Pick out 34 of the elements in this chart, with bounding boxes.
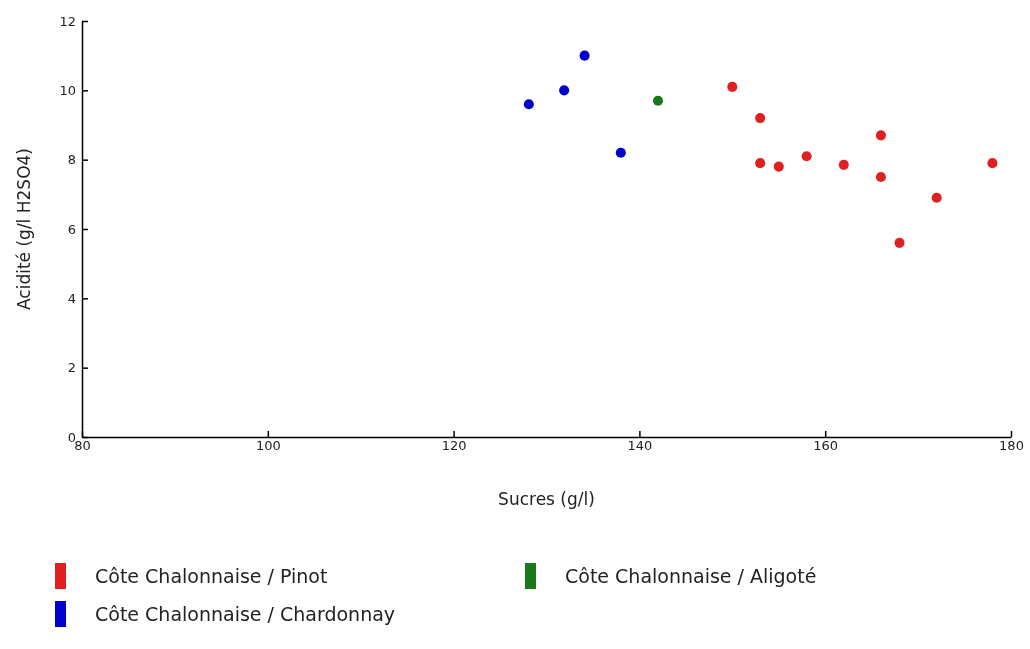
x-tick-label: 140: [627, 438, 653, 454]
x-tick-label: 80: [74, 438, 91, 454]
y-tick-label: 12: [59, 13, 76, 29]
point: [652, 95, 664, 106]
legend-label: Côte Chalonnaise / Aligoté: [565, 565, 817, 587]
point: [987, 158, 998, 169]
point: [894, 237, 905, 248]
point: [523, 99, 534, 110]
y-tick-label: 2: [67, 360, 76, 376]
y-axis-title: Acidité (g/l H2SO4): [14, 148, 34, 310]
legend-label: Côte Chalonnaise / Chardonnay: [95, 603, 396, 625]
point: [615, 147, 626, 158]
point: [875, 171, 886, 183]
legend-label: Côte Chalonnaise / Pinot: [95, 565, 328, 587]
y-tick-label: 8: [67, 152, 76, 168]
y-tick-label: 0: [67, 429, 76, 445]
point: [727, 81, 738, 92]
point: [773, 161, 784, 172]
point: [801, 151, 812, 162]
x-axis-title: Sucres (g/l): [498, 489, 595, 509]
x-tick-label: 160: [813, 438, 839, 454]
x-tick-label: 180: [999, 438, 1024, 454]
point: [755, 113, 766, 124]
point: [931, 192, 942, 203]
y-tick-label: 6: [67, 221, 76, 237]
y-tick-label: 10: [59, 82, 76, 98]
point: [755, 158, 766, 169]
y-tick-label: 4: [67, 290, 76, 306]
x-tick-label: 120: [441, 438, 467, 454]
x-tick-label: 100: [255, 438, 281, 454]
point: [838, 159, 849, 170]
point: [875, 130, 886, 141]
point: [559, 85, 570, 96]
point: [579, 50, 590, 61]
